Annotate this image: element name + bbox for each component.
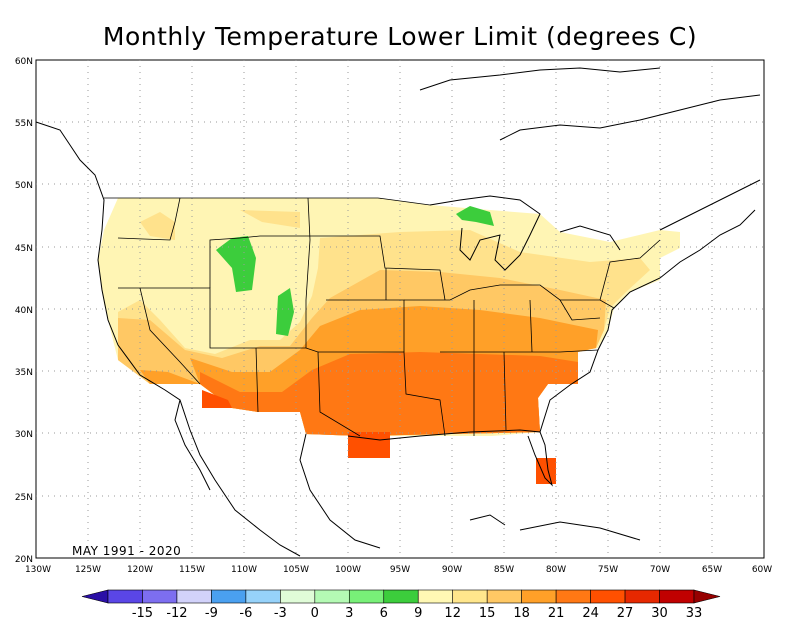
legend-swatch [176,589,212,604]
lat-label: 30N [15,430,33,440]
legend-tick-label: 21 [548,606,565,618]
legend-swatch [452,589,488,604]
legend-tick-labels: -15 -12 -9 -6 -3 0 3 6 9 12 15 18 21 24 27 30 33 [132,606,702,618]
temperature-shading [98,198,680,484]
period-label: MAY 1991 - 2020 [72,544,181,558]
lon-label: 90W [442,565,462,575]
legend-tick-label: 0 [311,606,319,618]
lon-label: 115W [179,565,205,575]
lon-label: 80W [546,565,566,575]
band-21-24 [200,352,578,436]
legend-swatch [693,589,721,604]
legend-swatch [142,589,178,604]
legend-swatch [245,589,281,604]
legend-tick-label: 30 [651,606,668,618]
lon-label: 75W [598,565,618,575]
legend-tick-label: -12 [166,606,187,618]
lon-label: 100W [335,565,361,575]
color-legend [81,589,721,604]
lon-label: 110W [231,565,257,575]
lon-label: 70W [650,565,670,575]
lon-label: 120W [127,565,153,575]
legend-tick-label: 9 [414,606,422,618]
lon-label: 95W [390,565,410,575]
legend-tick-label: 6 [380,606,388,618]
legend-swatch [383,589,419,604]
legend-swatch [590,589,626,604]
lon-label: 130W [25,565,51,575]
band-6-9 [216,206,494,336]
lat-label: 60N [15,57,33,67]
lat-label: 45N [15,244,33,254]
lon-label: 125W [75,565,101,575]
legend-swatch [211,589,247,604]
lat-label: 40N [15,306,33,316]
legend-tick-label: -15 [132,606,153,618]
legend-swatch [555,589,591,604]
lat-label: 20N [15,555,33,565]
legend-tick-label: -9 [205,606,218,618]
legend-swatch [659,589,695,604]
lat-label: 55N [15,119,33,129]
legend-swatch [81,589,109,604]
legend-tick-label: 24 [582,606,599,618]
legend-tick-label: -6 [239,606,252,618]
graticule [36,60,764,558]
legend-swatch [314,589,350,604]
legend-tick-label: 18 [513,606,530,618]
legend-tick-label: 12 [444,606,461,618]
legend-tick-label: 3 [345,606,353,618]
legend-tick-label: 15 [479,606,496,618]
legend-swatch [107,589,143,604]
lon-label: 85W [494,565,514,575]
longitude-labels: 130W 125W 120W 115W 110W 105W 100W 95W 9… [25,565,772,575]
lat-label: 25N [15,493,33,503]
legend-tick-label: -3 [274,606,287,618]
latitude-labels: 60N 55N 50N 45N 40N 35N 30N 25N 20N [15,57,33,565]
legend-swatch [348,589,385,604]
legend-swatch [624,589,660,604]
lat-label: 50N [15,181,33,191]
lon-label: 60W [752,565,772,575]
map-title: Monthly Temperature Lower Limit (degrees… [102,22,698,51]
legend-swatch [486,589,522,604]
legend-swatch [280,589,316,604]
coastlines [35,67,761,557]
legend-tick-label: 27 [617,606,634,618]
lat-label: 35N [15,368,33,378]
lon-label: 65W [702,565,722,575]
legend-swatch [417,589,454,604]
political-borders [104,197,661,437]
legend-swatch [521,589,557,604]
legend-tick-label: 33 [686,606,703,618]
band-24-27 [202,390,556,484]
lon-label: 105W [283,565,309,575]
